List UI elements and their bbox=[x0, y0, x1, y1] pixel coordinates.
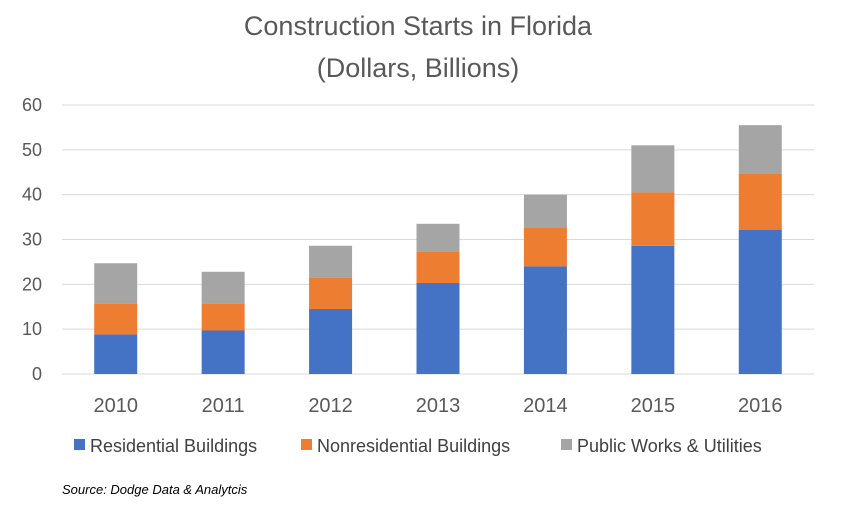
bar-2011-nonresidential-buildings bbox=[201, 303, 245, 331]
y-tick-label: 0 bbox=[32, 364, 42, 384]
x-tick-label: 2014 bbox=[523, 395, 568, 417]
y-tick-label: 60 bbox=[22, 95, 42, 115]
bar-2010-nonresidential-buildings bbox=[94, 303, 138, 335]
legend-swatch bbox=[561, 439, 572, 450]
y-tick-label: 30 bbox=[22, 230, 42, 250]
x-tick-label: 2013 bbox=[416, 395, 461, 417]
legend-label: Nonresidential Buildings bbox=[317, 436, 510, 456]
chart-title-line-1: Construction Starts in Florida bbox=[244, 11, 593, 41]
bars bbox=[94, 125, 782, 374]
bar-2012-public-works-utilities bbox=[309, 245, 353, 278]
bar-2014-residential-buildings bbox=[523, 266, 567, 374]
bar-2011-residential-buildings bbox=[201, 330, 245, 374]
bar-2016-residential-buildings bbox=[738, 229, 782, 374]
legend: Residential Buildings Nonresidential Buil… bbox=[74, 436, 762, 456]
y-tick-label: 20 bbox=[22, 274, 42, 294]
source-note: Source: Dodge Data & Analytcis bbox=[62, 482, 248, 497]
x-tick-label: 2012 bbox=[308, 395, 353, 417]
legend-label: Residential Buildings bbox=[90, 436, 257, 456]
bar-2013-residential-buildings bbox=[416, 282, 460, 374]
x-tick-label: 2010 bbox=[93, 395, 138, 417]
bar-2011-public-works-utilities bbox=[201, 271, 245, 304]
chart-title: Construction Starts in Florida (Dollars,… bbox=[244, 11, 593, 83]
bar-2013-public-works-utilities bbox=[416, 223, 460, 252]
x-tick-label: 2011 bbox=[202, 395, 245, 417]
y-axis-ticks: 0 10 20 30 40 50 60 bbox=[22, 95, 42, 384]
bar-2015-nonresidential-buildings bbox=[631, 192, 675, 246]
bar-2013-nonresidential-buildings bbox=[416, 251, 460, 283]
y-tick-label: 50 bbox=[22, 140, 42, 160]
bar-2010-public-works-utilities bbox=[94, 263, 138, 304]
legend-swatch bbox=[74, 439, 85, 450]
bar-2015-residential-buildings bbox=[631, 245, 675, 374]
legend-swatch bbox=[301, 439, 312, 450]
y-tick-label: 10 bbox=[22, 319, 42, 339]
chart-title-line-2: (Dollars, Billions) bbox=[317, 53, 520, 83]
bar-2012-nonresidential-buildings bbox=[309, 277, 353, 309]
bar-2015-public-works-utilities bbox=[631, 145, 675, 193]
bar-2016-public-works-utilities bbox=[738, 125, 782, 174]
bar-2012-residential-buildings bbox=[309, 308, 353, 374]
x-axis-labels: 2010 2011 2012 2013 2014 2015 2016 bbox=[93, 395, 782, 417]
bar-2014-nonresidential-buildings bbox=[523, 227, 567, 267]
x-tick-label: 2015 bbox=[631, 395, 676, 417]
legend-label: Public Works & Utilities bbox=[577, 436, 762, 456]
y-tick-label: 40 bbox=[22, 185, 42, 205]
bar-2016-nonresidential-buildings bbox=[738, 173, 782, 230]
bar-2010-residential-buildings bbox=[94, 334, 138, 374]
bar-2014-public-works-utilities bbox=[523, 194, 567, 228]
x-tick-label: 2016 bbox=[738, 395, 783, 417]
